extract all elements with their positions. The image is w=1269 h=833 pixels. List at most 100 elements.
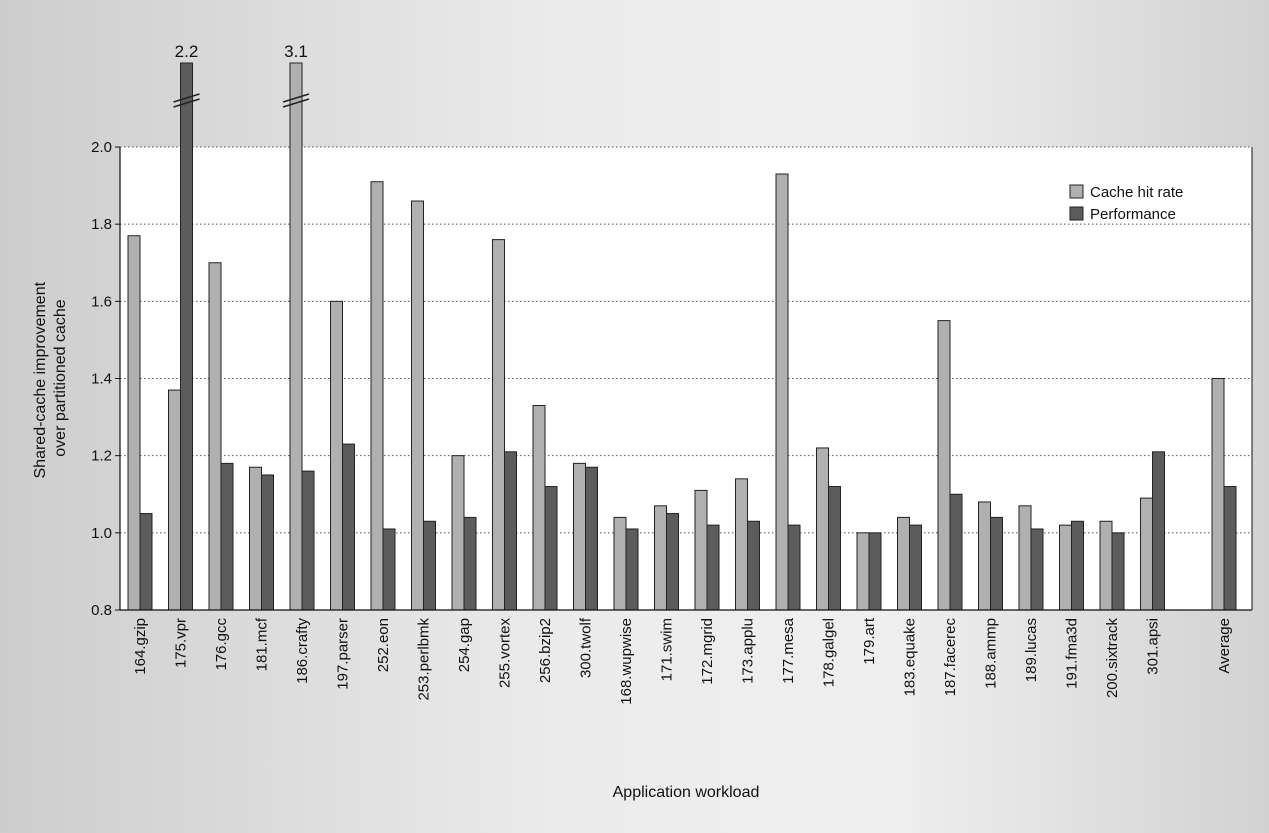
axes [115,146,1253,611]
x-tick-label: 181.mcf [254,617,271,671]
y-tick-label: 2.0 [91,139,112,156]
bar-cache-hit-rate-168.wupwise [613,516,627,611]
x-axis-title: Application workload [613,784,760,801]
bar-cache-hit-rate-175.vpr [168,389,181,611]
x-tick-label: 176.gcc [213,618,230,671]
x-tick-label: 300.twolf [578,617,595,678]
x-tick-label: 183.equake [902,618,919,696]
bar-performance-253.perlbmk [423,520,436,611]
x-tick-label: 173.applu [740,618,757,684]
bar-cache-hit-rate-173.applu [735,478,748,611]
bar-performance-173.applu [747,520,760,611]
bar-cache-hit-rate-178.galgel [816,447,829,611]
x-tick-label: 164.gzip [132,618,149,675]
bar-performance-189.lucas [1030,528,1044,611]
x-tick-label: Average [1216,618,1233,674]
bar-performance-164.gzip [139,513,153,611]
legend-swatch-performance [1069,206,1084,221]
bar-cache-hit-rate-191.fma3d [1059,524,1072,611]
bar-cache-hit-rate-254.gap [451,455,465,611]
bar-performance-254.gap [463,516,477,611]
bar-performance-197.parser [342,443,355,611]
x-tick-label: 189.lucas [1023,618,1040,682]
bar-performance-Average [1223,486,1237,611]
x-tick-label: 253.perlbmk [416,618,433,701]
bar-performance-300.twolf [585,466,598,611]
bar-performance-188.ammp [990,516,1003,611]
legend-label-performance: Performance [1090,206,1176,223]
x-tick-label: 177.mesa [780,617,797,684]
bar-cache-hit-rate-301.apsi [1140,497,1153,611]
legend-label-cache-hit-rate: Cache hit rate [1090,184,1183,201]
bar-cache-hit-rate-171.swim [654,505,667,611]
x-tick-label: 256.bzip2 [537,618,554,683]
x-tick-label: 171.swim [659,618,676,681]
bar-cache-hit-rate-177.mesa [775,173,789,611]
bar-performance-200.sixtrack [1111,532,1125,611]
y-tick-label: 1.6 [91,293,112,310]
x-tick-label: 168.wupwise [618,618,635,705]
bar-performance-191.fma3d [1071,520,1084,611]
bar-cache-hit-rate-179.art [856,532,870,611]
y-tick-labels: 0.8 1.0 1.2 1.4 1.6 1.8 2.0 [91,139,112,619]
bar-performance-176.gcc [220,462,234,611]
bar-cache-hit-rate-188.ammp [978,501,991,611]
x-tick-label: 255.vortex [497,618,514,689]
x-tick-label: 186.crafty [294,618,311,684]
bar-performance-178.galgel [828,486,841,611]
bar-performance-187.facerec [949,493,963,611]
value-label-175.vpr: 2.2 [175,42,199,61]
axis-break-mark [173,98,200,108]
bar-cache-hit-rate-256.bzip2 [532,405,546,611]
bar-performance-168.wupwise [625,528,639,611]
bar-performance-175.vpr [180,62,193,611]
y-tick-label: 1.2 [91,448,112,465]
x-tick-label: 178.galgel [821,618,838,687]
bar-cache-hit-rate-189.lucas [1018,505,1032,611]
axis-break-mark [282,93,310,103]
bar-cache-hit-rate-164.gzip [127,235,141,611]
axis-break-mark [173,93,200,103]
bar-performance-181.mcf [261,474,274,611]
x-tick-label: 175.vpr [173,618,190,668]
x-tick-label: 301.apsi [1145,618,1162,675]
y-tick-label: 1.8 [91,216,112,233]
bar-performance-183.equake [909,524,922,611]
bar-cache-hit-rate-197.parser [330,300,343,611]
x-tick-labels: 164.gzip 175.vpr 176.gcc 181.mcf 186.crafty 1… [132,617,1233,705]
bar-performance-252.eon [382,528,396,611]
bar-cache-hit-rate-187.facerec [937,320,951,611]
bar-cache-hit-rate-176.gcc [208,262,222,611]
bar-performance-177.mesa [787,524,801,611]
x-tick-label: 187.facerec [942,618,959,697]
legend: Cache hit rate Performance [1069,184,1183,223]
y-tick-label: 0.8 [91,602,112,619]
bar-cache-hit-rate-253.perlbmk [411,200,424,611]
legend-swatch-cache-hit-rate [1069,184,1084,199]
bar-performance-171.swim [666,513,679,611]
bar-cache-hit-rate-186.crafty [289,62,303,611]
x-tick-label: 179.art [861,617,878,665]
x-tick-label: 197.parser [335,618,352,690]
x-tick-label: 252.eon [375,618,392,672]
bar-cache-hit-rate-252.eon [370,181,384,611]
bar-performance-186.crafty [301,470,315,611]
bar-cache-hit-rate-181.mcf [249,466,262,611]
x-tick-label: 254.gap [456,618,473,672]
annotations: 2.2 3.1 [173,42,310,108]
y-tick-label: 1.4 [91,371,112,388]
bar-cache-hit-rate-255.vortex [492,239,505,611]
x-tick-label: 191.fma3d [1064,618,1081,689]
y-axis-title-line-2: over partitioned cache [52,299,69,457]
value-label-186.crafty: 3.1 [284,42,308,61]
axis-break-mark [282,98,310,108]
x-tick-label: 200.sixtrack [1104,618,1121,699]
x-tick-label: 172.mgrid [699,618,716,685]
y-axis-title-line-1: Shared-cache improvement [32,281,49,478]
bar-cache-hit-rate-Average [1211,378,1225,611]
bar-performance-301.apsi [1152,451,1165,611]
bar-cache-hit-rate-183.equake [897,516,910,611]
bar-performance-255.vortex [504,451,517,611]
